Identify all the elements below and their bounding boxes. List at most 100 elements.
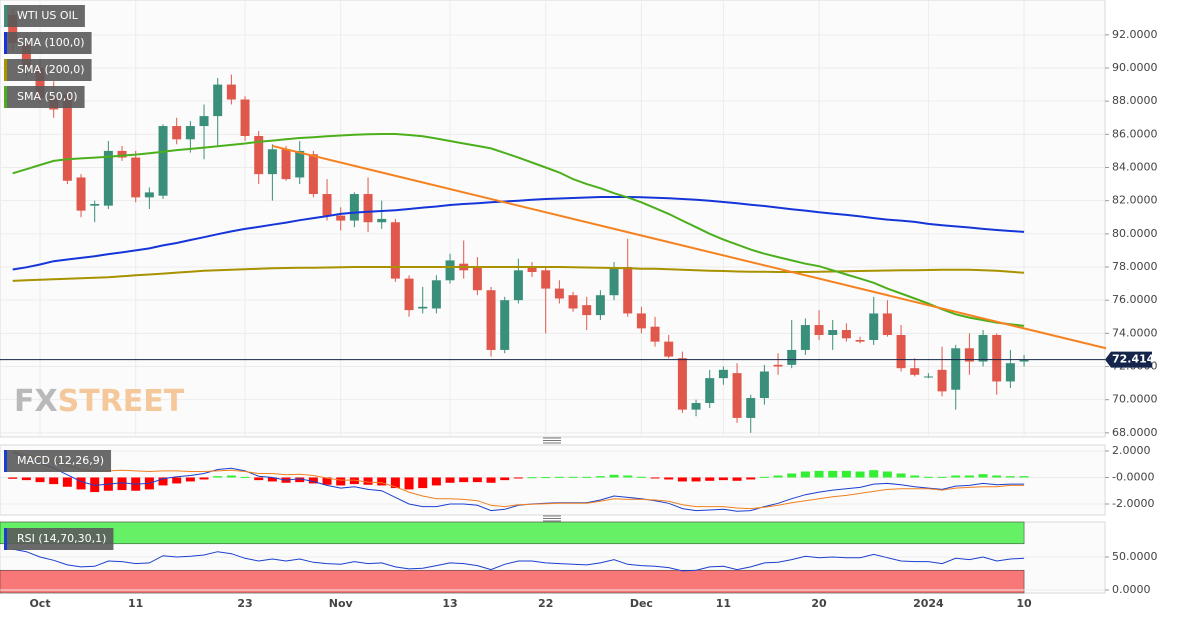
y-tick-label: 86.0000 [1112, 127, 1158, 140]
candle-body [90, 203, 100, 206]
candle-body [500, 300, 510, 350]
candle-body [527, 267, 537, 272]
candle-body [445, 260, 455, 281]
candle-body [213, 84, 223, 117]
macd-histogram-bar [732, 477, 742, 481]
macd-histogram-bar [445, 477, 455, 483]
macd-histogram-bar [705, 477, 715, 481]
candle-body [541, 270, 551, 289]
macd-histogram-bar [759, 476, 769, 478]
macd-histogram-bar [800, 471, 810, 478]
candle-body [923, 376, 933, 378]
macd-histogram-bar [964, 475, 974, 478]
macd-histogram-bar [992, 475, 1002, 478]
macd-histogram-bar [390, 477, 400, 489]
macd-histogram-bar [910, 475, 920, 478]
candle-body [486, 290, 496, 350]
legend-label: SMA (50,0) [17, 90, 78, 103]
macd-histogram-bar [513, 477, 523, 479]
candle-body [418, 306, 428, 309]
x-tick-label: Dec [630, 597, 653, 610]
candle-body [1005, 363, 1015, 382]
candle-body [568, 295, 578, 309]
watermark-suffix: STREET [58, 384, 185, 419]
macd-histogram-bar [35, 477, 45, 483]
macd-histogram-bar [691, 477, 701, 482]
macd-histogram-bar [937, 476, 947, 478]
panel-handle[interactable] [543, 437, 561, 522]
candle-body [336, 215, 346, 221]
legend-box [4, 528, 114, 550]
candle-body [76, 177, 86, 211]
macd-histogram-bar [828, 470, 838, 478]
x-tick-label: Oct [29, 597, 50, 610]
candle-body [705, 378, 715, 404]
legend-box [4, 32, 92, 54]
macd-histogram-bar [349, 477, 359, 485]
candle-body [746, 398, 756, 418]
y-tick-label: 74.0000 [1112, 326, 1158, 339]
candle-body [390, 222, 400, 279]
macd-histogram-bar [336, 477, 346, 486]
macd-histogram-bar [746, 477, 756, 480]
legend-swatch [4, 5, 7, 27]
candle-body [896, 335, 906, 369]
macd-histogram-bar [718, 477, 728, 481]
candle-body [787, 349, 797, 365]
candle-body [964, 348, 974, 362]
legend-label: MACD (12,26,9) [17, 454, 104, 467]
macd-histogram-bar [1019, 476, 1029, 478]
legend-swatch [4, 528, 7, 550]
candle-body [144, 192, 154, 198]
x-tick-label: 2024 [913, 597, 944, 610]
oversold-zone [0, 569, 1025, 594]
candle-body [718, 369, 728, 379]
candle-body [759, 371, 769, 399]
macd-histogram-bar [951, 475, 961, 478]
candle-body [322, 194, 332, 216]
macd-histogram-bar [76, 477, 86, 490]
macd-histogram-bar [623, 475, 633, 478]
candle-body [363, 194, 373, 223]
candle-body [117, 150, 127, 158]
x-tick-label: 22 [538, 597, 553, 610]
candle-body [377, 218, 387, 223]
macd-histogram-bar [240, 476, 250, 478]
legend-box [4, 450, 112, 472]
macd-histogram-bar [568, 476, 578, 478]
candle-body [281, 149, 291, 180]
macd-histogram-bar [185, 477, 195, 482]
macd-histogram-bar [254, 477, 264, 481]
legend-box [4, 5, 85, 27]
macd-histogram-bar [404, 477, 414, 490]
macd-histogram-bar [636, 476, 646, 478]
macd-histogram-bar [650, 477, 660, 479]
candle-body [595, 295, 605, 316]
legend-label: SMA (200,0) [17, 63, 85, 76]
candle-body [869, 313, 879, 340]
candle-body [472, 267, 482, 291]
macd-histogram-bar [787, 473, 797, 478]
candle-body [992, 335, 1002, 382]
candle-body [513, 270, 523, 301]
candle-body [226, 84, 236, 100]
macd-histogram-bar [158, 477, 168, 486]
y-tick-label: 90.0000 [1112, 61, 1158, 74]
candle-body [103, 150, 113, 206]
macd-histogram-bar [609, 474, 619, 478]
legend-box [4, 86, 85, 108]
macd-histogram-bar [582, 476, 592, 478]
y-tick-label: 70.0000 [1112, 393, 1158, 406]
macd-histogram-bar [431, 477, 441, 486]
legend-label: WTI US OIL [17, 9, 79, 22]
price-panel [0, 0, 1106, 438]
candle-body [295, 150, 305, 178]
legend-swatch [4, 59, 7, 81]
macd-histogram-bar [199, 477, 209, 480]
last-price-label: 72.4140 [1112, 353, 1162, 366]
candle-body [691, 403, 701, 410]
candle-body [199, 116, 209, 127]
x-tick-label: 11 [716, 597, 731, 610]
macd-histogram-bar [855, 471, 865, 478]
